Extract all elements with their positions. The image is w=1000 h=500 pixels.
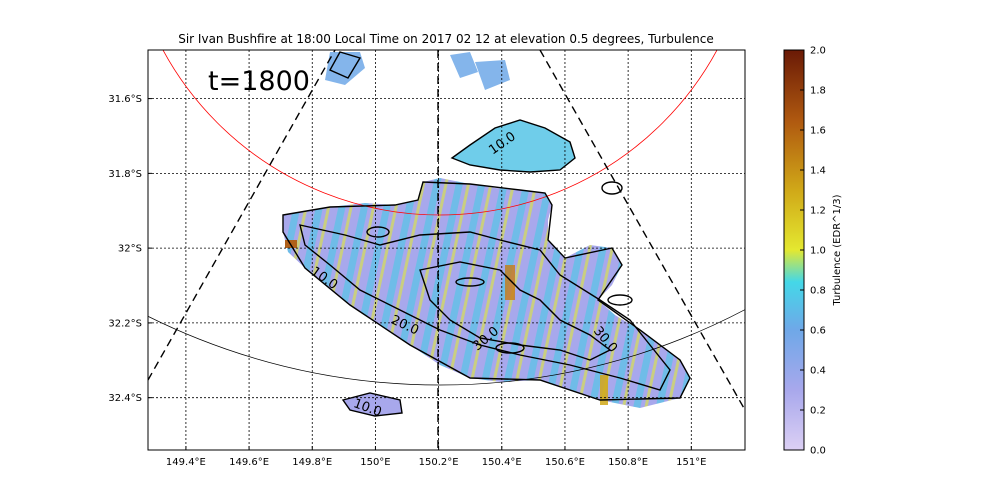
- range-ring-red: [162, 50, 718, 216]
- chart-title: Sir Ivan Bushfire at 18:00 Local Time on…: [178, 32, 714, 46]
- x-tick-label: 151°E: [676, 457, 706, 468]
- colorbar-tick-label: 1.0: [810, 246, 826, 257]
- colorbar-tick-label: 2.0: [810, 46, 826, 57]
- x-axis-ticks: 149.4°E 149.6°E 149.8°E 150°E 150.2°E 150.4°E…: [166, 446, 707, 468]
- plot-frame: [147, 49, 746, 451]
- x-tick-label: 150.4°E: [482, 457, 522, 468]
- colorbar-tick-label: 1.6: [810, 126, 826, 137]
- x-tick-label: 150.2°E: [419, 457, 459, 468]
- x-tick-label: 149.8°E: [292, 457, 332, 468]
- hot-streak-1: [505, 265, 515, 300]
- x-tick-label: 150°E: [360, 457, 390, 468]
- x-tick-label: 149.6°E: [229, 457, 269, 468]
- colorbar-tick-label: 0.8: [810, 286, 826, 297]
- y-tick-label: 32.2°S: [108, 318, 142, 329]
- grid-lines: [148, 50, 745, 450]
- sector-line-left: [148, 50, 336, 381]
- x-tick-label: 149.4°E: [166, 457, 206, 468]
- y-axis-ticks: 31.6°S 31.8°S 32°S 32.2°S 32.4°S: [108, 94, 152, 404]
- echo-sw: [343, 393, 402, 416]
- colorbar-ticks: 0.0 0.2 0.4 0.6 0.8 1.0 1.2 1.4 1.6 1.8 2.0: [800, 46, 826, 457]
- y-tick-label: 32.4°S: [108, 393, 142, 404]
- x-tick-label: 150.6°E: [545, 457, 585, 468]
- colorbar-tick-label: 0.6: [810, 326, 826, 337]
- colorbar-tick-label: 1.2: [810, 206, 826, 217]
- plot-area: 10.0 10.0 20.0 30.0 30.0 10.0: [148, 50, 745, 450]
- contours: [282, 51, 691, 417]
- colorbar-tick-label: 0.0: [810, 446, 826, 457]
- colorbar-tick-label: 1.4: [810, 166, 826, 177]
- x-tick-label: 150.8°E: [608, 457, 648, 468]
- colorbar-tick-label: 0.2: [810, 406, 826, 417]
- sector-line-right: [539, 50, 745, 411]
- time-annotation: t=1800: [208, 66, 310, 97]
- y-tick-label: 31.8°S: [108, 169, 142, 180]
- echo-north: [452, 120, 575, 172]
- y-tick-label: 31.6°S: [108, 94, 142, 105]
- range-ring-black: [148, 309, 745, 386]
- colorbar-label: Turbulence (EDR^1/3): [832, 194, 843, 306]
- colorbar-tick-label: 1.8: [810, 86, 826, 97]
- hot-streak-3: [600, 375, 608, 405]
- y-tick-label: 32°S: [118, 244, 142, 255]
- echo-top: [325, 52, 510, 90]
- colorbar-tick-label: 0.4: [810, 366, 826, 377]
